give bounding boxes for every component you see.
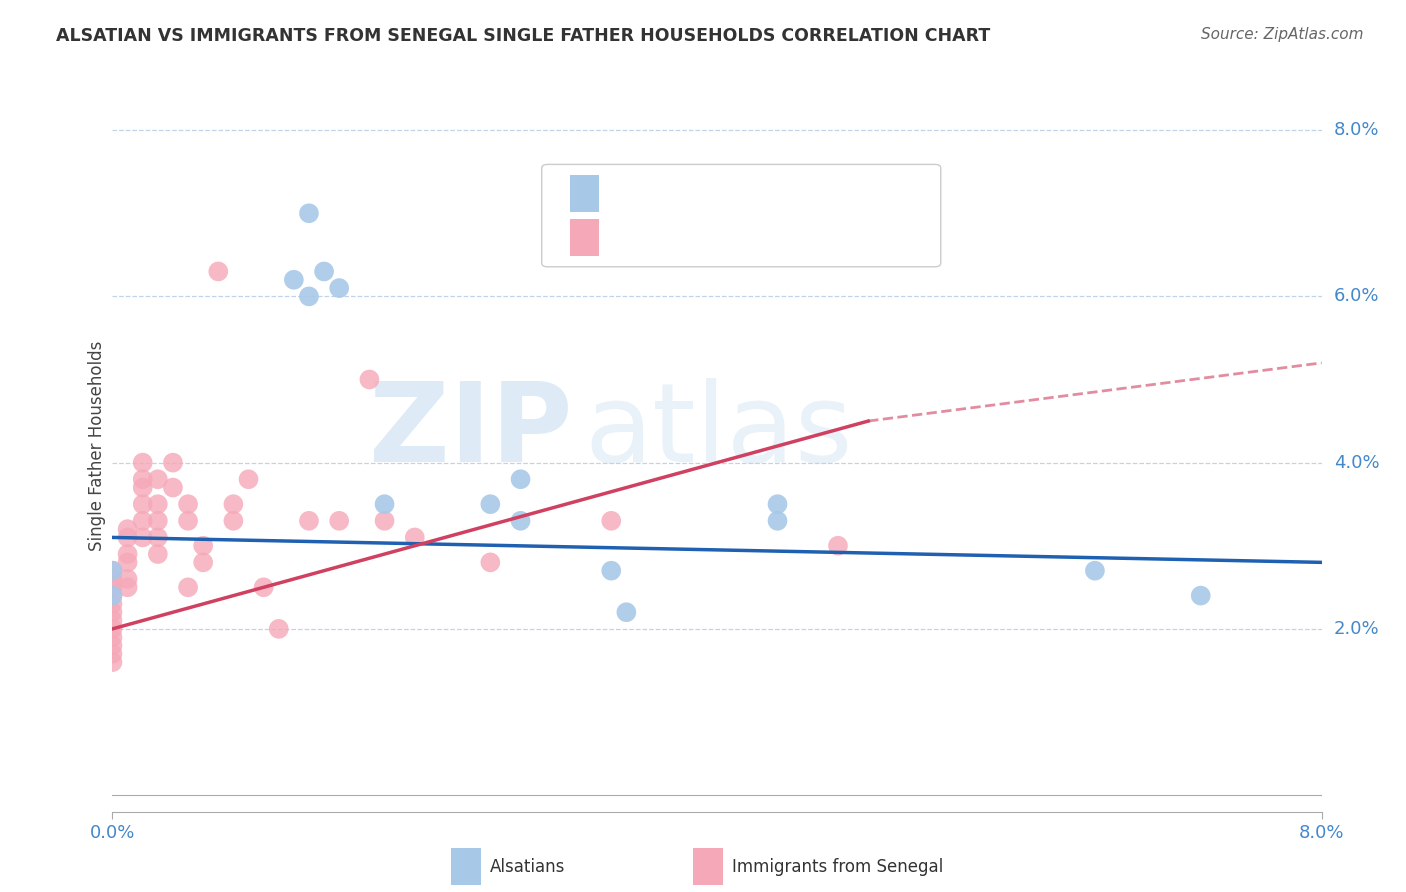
Point <box>132 514 155 528</box>
Point <box>162 481 184 495</box>
Text: R =: R = <box>616 228 651 246</box>
Point <box>177 497 200 511</box>
Point <box>1189 589 1212 603</box>
Point <box>101 572 124 586</box>
FancyBboxPatch shape <box>451 848 481 885</box>
Point <box>373 514 396 528</box>
Point <box>328 281 350 295</box>
Text: 2.0%: 2.0% <box>1334 620 1379 638</box>
Point <box>146 514 169 528</box>
Point <box>766 514 789 528</box>
Point <box>146 472 169 486</box>
Text: 17: 17 <box>808 185 832 202</box>
FancyBboxPatch shape <box>569 176 599 212</box>
Point <box>509 472 531 486</box>
Point <box>267 622 290 636</box>
Point <box>177 580 200 594</box>
Point <box>207 264 229 278</box>
Point <box>222 514 245 528</box>
Text: ALSATIAN VS IMMIGRANTS FROM SENEGAL SINGLE FATHER HOUSEHOLDS CORRELATION CHART: ALSATIAN VS IMMIGRANTS FROM SENEGAL SING… <box>56 27 990 45</box>
Text: N =: N = <box>756 228 794 246</box>
Point <box>146 497 169 511</box>
Text: Source: ZipAtlas.com: Source: ZipAtlas.com <box>1201 27 1364 42</box>
Text: N =: N = <box>756 185 794 202</box>
Text: Immigrants from Senegal: Immigrants from Senegal <box>731 857 943 876</box>
Point <box>101 564 124 578</box>
Point <box>766 497 789 511</box>
Point <box>101 597 124 611</box>
Point <box>101 564 124 578</box>
Point <box>283 273 305 287</box>
Text: ZIP: ZIP <box>368 378 572 485</box>
Point <box>101 630 124 644</box>
Point <box>117 530 139 544</box>
Text: 50: 50 <box>808 228 832 246</box>
Point <box>479 497 502 511</box>
Y-axis label: Single Father Households: Single Father Households <box>87 341 105 551</box>
Point <box>509 514 531 528</box>
Point <box>298 289 321 303</box>
FancyBboxPatch shape <box>693 848 723 885</box>
Point <box>298 514 321 528</box>
Point <box>101 639 124 653</box>
Point <box>600 514 623 528</box>
Point <box>328 514 350 528</box>
Point <box>146 547 169 561</box>
Point <box>312 264 335 278</box>
Text: atlas: atlas <box>583 378 852 485</box>
Point <box>101 589 124 603</box>
Point <box>132 497 155 511</box>
Point <box>191 539 215 553</box>
Point <box>132 481 155 495</box>
Text: Alsatians: Alsatians <box>489 857 565 876</box>
Point <box>162 456 184 470</box>
Text: 4.0%: 4.0% <box>1334 454 1379 472</box>
Point <box>101 580 124 594</box>
Point <box>101 655 124 669</box>
Point <box>101 605 124 619</box>
Point <box>101 589 124 603</box>
Point <box>827 539 849 553</box>
Point <box>101 614 124 628</box>
Point <box>132 472 155 486</box>
Text: 8.0%: 8.0% <box>1334 121 1379 139</box>
FancyBboxPatch shape <box>541 164 941 267</box>
Point <box>117 580 139 594</box>
Text: R =: R = <box>616 185 651 202</box>
Point <box>117 572 139 586</box>
Point <box>253 580 276 594</box>
Point <box>117 547 139 561</box>
Point <box>132 456 155 470</box>
Point <box>177 514 200 528</box>
Point <box>117 522 139 536</box>
Point <box>101 647 124 661</box>
Point <box>298 206 321 220</box>
Point <box>191 555 215 569</box>
Text: 6.0%: 6.0% <box>1334 287 1379 305</box>
Point <box>373 497 396 511</box>
Point <box>117 555 139 569</box>
Point <box>1084 564 1107 578</box>
Point <box>359 372 381 386</box>
Point <box>616 605 638 619</box>
Point <box>404 530 426 544</box>
Point <box>132 530 155 544</box>
Point <box>222 497 245 511</box>
Point <box>101 622 124 636</box>
Point <box>238 472 260 486</box>
Text: 0.314: 0.314 <box>672 228 725 246</box>
Point <box>600 564 623 578</box>
Point <box>479 555 502 569</box>
Point <box>146 530 169 544</box>
FancyBboxPatch shape <box>569 219 599 256</box>
Text: -0.033: -0.033 <box>672 185 731 202</box>
